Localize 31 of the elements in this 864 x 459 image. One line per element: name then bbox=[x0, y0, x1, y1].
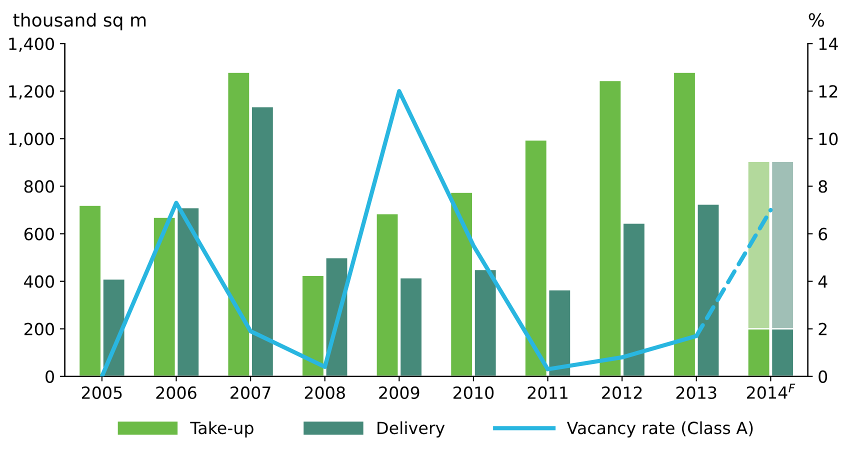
x-tick-label: 2013 bbox=[676, 386, 716, 400]
x-tick-label: 2007 bbox=[230, 386, 270, 400]
y-tick-label: 0 bbox=[46, 370, 54, 383]
y2-tick-label: 8 bbox=[818, 180, 828, 193]
x-tick-label: 2012 bbox=[602, 386, 642, 400]
y-tick-label: 200 bbox=[24, 322, 54, 336]
y-tick-label: 400 bbox=[24, 275, 54, 288]
y2-tick-label: 4 bbox=[818, 275, 828, 288]
x-tick-label: 2011 bbox=[528, 386, 568, 400]
y2-tick-label: 6 bbox=[818, 228, 828, 240]
y2-tick-label: 14 bbox=[819, 38, 838, 50]
y-tick-label: 1,400 bbox=[9, 38, 54, 52]
y2-tick-label: 10 bbox=[819, 132, 838, 146]
x-tick-label: 2010 bbox=[453, 386, 494, 400]
legend-label: Take-up bbox=[190, 421, 254, 438]
legend-label: Vacancy rate (Class A) bbox=[566, 421, 753, 438]
legend-label: Delivery bbox=[378, 421, 445, 438]
y-tick-label: 1,000 bbox=[9, 132, 54, 147]
y-tick-label: 1,200 bbox=[9, 85, 54, 100]
x-tick-label: 2009 bbox=[379, 386, 420, 400]
y2-tick-label: 0 bbox=[818, 370, 828, 383]
y2-tick-label: 12 bbox=[819, 85, 838, 98]
x-tick-label: 2008 bbox=[304, 386, 345, 400]
x-tick-label: 2014$^{F}$ bbox=[746, 384, 796, 399]
x-tick-label: 2005 bbox=[82, 386, 122, 400]
y-tick-label: 600 bbox=[24, 228, 54, 240]
y2-tick-label: 2 bbox=[818, 322, 826, 336]
x-tick-label: 2006 bbox=[156, 386, 196, 400]
y2-axis-title: % bbox=[808, 13, 824, 27]
y-axis-title: thousand sq m bbox=[13, 12, 146, 30]
y-tick-label: 800 bbox=[24, 180, 54, 193]
